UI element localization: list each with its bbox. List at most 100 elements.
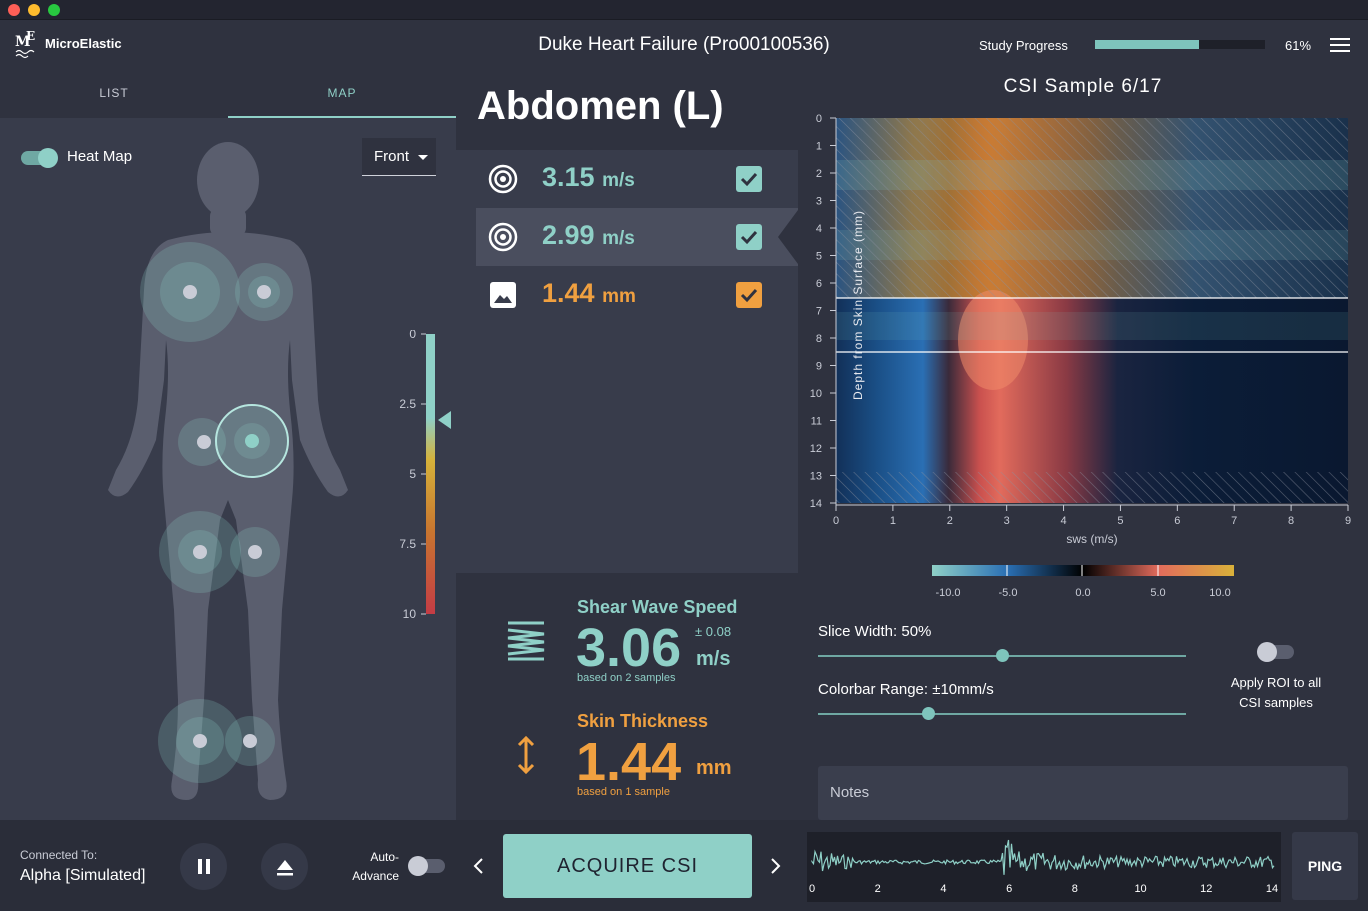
zoom-window-button[interactable] xyxy=(48,4,60,16)
heatmap-scale: 0 2.5 5 7.5 10 xyxy=(399,330,451,620)
measurement-checkbox[interactable] xyxy=(736,224,762,250)
colorbar-range-slider[interactable] xyxy=(818,707,1186,720)
colorbar-tick: -5.0 xyxy=(999,587,1018,599)
colorbar-tick: 10.0 xyxy=(1209,587,1230,599)
csi-y-tick: 5 xyxy=(816,251,822,263)
slice-width-handle[interactable] xyxy=(996,649,1009,662)
csi-x-tick: 8 xyxy=(1288,515,1294,527)
skin-thickness-unit: mm xyxy=(696,757,732,779)
csi-y-tick: 2 xyxy=(816,168,822,180)
csi-x-tick: 2 xyxy=(947,515,953,527)
csi-x-tick: 9 xyxy=(1345,515,1351,527)
csi-x-axis-label: sws (m/s) xyxy=(1066,532,1117,546)
csi-y-tick: 1 xyxy=(816,141,822,153)
apply-roi-label: Apply ROI to all CSI samples xyxy=(1230,675,1322,710)
measurement-checkbox[interactable] xyxy=(736,282,762,308)
ping-button[interactable]: PING xyxy=(1292,832,1358,900)
study-title: Duke Heart Failure (Pro00100536) xyxy=(538,34,830,55)
colorbar-tick: 0.0 xyxy=(1075,587,1090,599)
connected-label: Connected To: xyxy=(20,848,98,862)
csi-y-tick: 11 xyxy=(811,416,822,428)
heatmap-markers xyxy=(140,242,293,783)
colorbar-range-handle[interactable] xyxy=(922,707,936,720)
sws-unit: m/s xyxy=(696,648,731,670)
skin-thickness-basis: based on 1 sample xyxy=(577,786,670,798)
measurement-list: 3.15 m/s 2.99 m/s 1.44 mm xyxy=(456,150,798,573)
waveform-preview: 0 2 4 6 8 10 12 14 xyxy=(807,832,1281,902)
acquire-csi-button[interactable]: ACQUIRE CSI xyxy=(503,834,752,898)
study-progress-fill xyxy=(1095,40,1199,49)
csi-y-tick: 13 xyxy=(810,471,822,483)
csi-x-tick: 5 xyxy=(1117,515,1123,527)
pause-button[interactable] xyxy=(180,843,227,890)
minimize-window-button[interactable] xyxy=(28,4,40,16)
svg-text:E: E xyxy=(26,30,35,43)
slice-width-label: Slice Width: 50% xyxy=(818,623,932,640)
summary-panel: Shear Wave Speed 3.06 ± 0.08 m/s based o… xyxy=(456,573,798,820)
waveform-tick: 6 xyxy=(1006,883,1012,895)
brand-name: MicroElastic xyxy=(45,36,122,51)
heatmap-label: Heat Map xyxy=(67,148,133,165)
measurement-row[interactable]: 1.44 mm xyxy=(476,266,798,324)
waveform-tick: 0 xyxy=(809,883,815,895)
svg-text:M: M xyxy=(15,34,31,50)
sws-label: Shear Wave Speed xyxy=(577,597,738,617)
csi-y-tick: 10 xyxy=(810,388,822,400)
csi-y-tick: 12 xyxy=(810,443,822,455)
csi-y-tick: 7 xyxy=(816,306,822,318)
study-progress-value: 61% xyxy=(1285,38,1312,53)
window-titlebar xyxy=(0,0,1368,20)
waveform-tick: 2 xyxy=(875,883,881,895)
footer-bar: Connected To: Alpha [Simulated] Auto- Adv… xyxy=(0,820,1368,911)
selected-row-pointer-icon xyxy=(778,210,798,264)
menu-icon[interactable] xyxy=(1330,38,1350,52)
scale-tick: 2.5 xyxy=(399,397,416,411)
waveform-tick: 8 xyxy=(1072,883,1078,895)
waveform-tick: 10 xyxy=(1134,883,1146,895)
waveform-tick: 12 xyxy=(1200,883,1212,895)
slice-width-slider[interactable] xyxy=(818,649,1186,662)
csi-x-tick: 0 xyxy=(833,515,839,527)
heatmap-toggle[interactable] xyxy=(21,148,58,168)
image-icon xyxy=(490,282,516,308)
view-select-value: Front xyxy=(374,148,410,165)
auto-advance-toggle[interactable] xyxy=(408,856,445,876)
scale-pointer-icon xyxy=(438,411,451,429)
waveform-tick: 4 xyxy=(940,883,946,895)
body-silhouette xyxy=(108,142,348,800)
target-icon xyxy=(488,222,518,252)
eject-button[interactable] xyxy=(261,843,308,890)
csi-sample-title: CSI Sample 6/17 xyxy=(1003,76,1163,97)
previous-sample-button[interactable] xyxy=(470,856,488,876)
tab-map[interactable]: MAP xyxy=(228,70,456,118)
connected-device: Alpha [Simulated] xyxy=(20,867,146,884)
waveform-tick: 14 xyxy=(1266,883,1278,895)
csi-y-axis-label: Depth from Skin Surface (mm) xyxy=(851,210,865,400)
csi-y-tick: 6 xyxy=(816,278,822,290)
colorbar-tick: -10.0 xyxy=(935,587,960,599)
sws-basis: based on 2 samples xyxy=(577,672,676,684)
study-progress-label: Study Progress xyxy=(979,38,1068,53)
notes-field[interactable]: Notes xyxy=(818,766,1348,820)
view-select[interactable]: Front xyxy=(362,138,436,176)
measurement-row[interactable]: 2.99 m/s xyxy=(476,208,798,266)
csi-y-tick: 0 xyxy=(816,113,822,125)
measurement-value: 3.15 m/s xyxy=(542,162,635,192)
measurement-checkbox[interactable] xyxy=(736,166,762,192)
thickness-arrow-icon xyxy=(517,735,535,775)
tab-list[interactable]: LIST xyxy=(99,86,129,100)
study-progress-bar xyxy=(1095,40,1265,49)
chevron-down-icon xyxy=(418,155,428,160)
next-sample-button[interactable] xyxy=(766,856,784,876)
measurement-row[interactable]: 3.15 m/s xyxy=(476,150,798,208)
eject-icon xyxy=(277,860,293,876)
skin-thickness-label: Skin Thickness xyxy=(577,711,709,731)
csi-y-tick: 14 xyxy=(810,498,822,510)
csi-x-tick: 1 xyxy=(890,515,896,527)
colorbar-tick: 5.0 xyxy=(1150,587,1165,599)
apply-roi-toggle[interactable] xyxy=(1257,642,1294,662)
close-window-button[interactable] xyxy=(8,4,20,16)
measurement-value: 1.44 mm xyxy=(542,278,636,308)
